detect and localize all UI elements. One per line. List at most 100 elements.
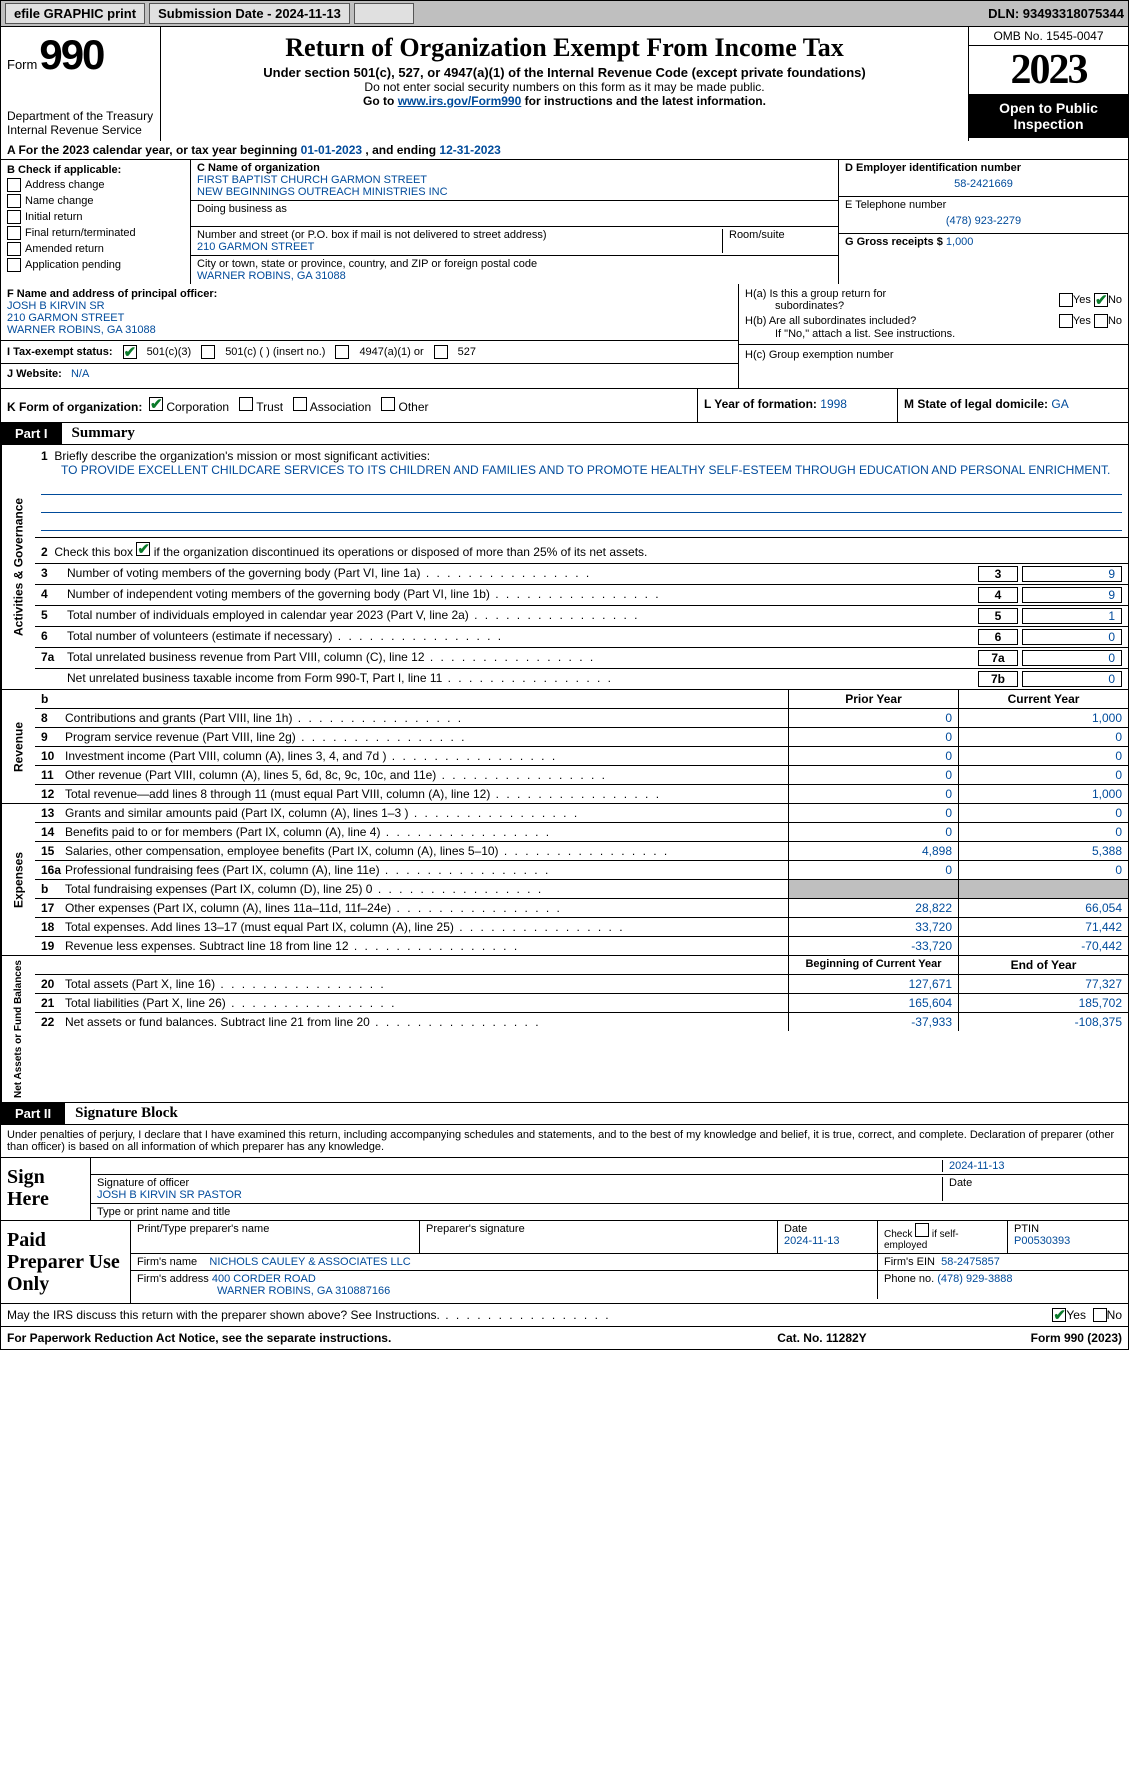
subtitle-2: Do not enter social security numbers on … (169, 80, 960, 94)
line-box: 7b (978, 671, 1018, 687)
name-label: C Name of organization (197, 162, 832, 174)
line-num: 15 (35, 842, 61, 860)
website-value: N/A (71, 368, 89, 380)
line-desc: Professional fundraising fees (Part IX, … (61, 861, 788, 879)
i-4947: 4947(a)(1) or (359, 346, 423, 358)
firm-addr-label: Firm's address (137, 1273, 209, 1285)
line-desc: Total liabilities (Part X, line 26) (61, 994, 788, 1012)
city: WARNER ROBINS, GA 31088 (197, 270, 832, 282)
summary-line: 6 Total number of volunteers (estimate i… (35, 627, 1128, 648)
current-value: 66,054 (958, 899, 1128, 917)
prior-value: 0 (788, 709, 958, 727)
line-box: 6 (978, 629, 1018, 645)
checkbox-501c3[interactable] (123, 345, 137, 359)
firm-ein: 58-2475857 (941, 1256, 1000, 1268)
data-row: 18 Total expenses. Add lines 13–17 (must… (35, 918, 1128, 937)
checkbox-initial-return[interactable] (7, 210, 21, 224)
firm-name-label: Firm's name (137, 1256, 197, 1268)
mission-line (41, 515, 1122, 531)
line-desc: Number of voting members of the governin… (67, 566, 976, 582)
subtitle-1: Under section 501(c), 527, or 4947(a)(1)… (169, 65, 960, 80)
checkbox-trust[interactable] (239, 397, 253, 411)
data-row: 15 Salaries, other compensation, employe… (35, 842, 1128, 861)
activities-section: Activities & Governance 1 Briefly descri… (0, 445, 1129, 690)
prep-phone: (478) 929-3888 (937, 1273, 1012, 1285)
no-label: No (1107, 1308, 1122, 1322)
sign-date: 2024-11-13 (942, 1160, 1122, 1172)
checkbox-amended[interactable] (7, 242, 21, 256)
f-label: F Name and address of principal officer: (7, 288, 217, 300)
blank-button[interactable] (354, 3, 414, 24)
data-row: 12 Total revenue—add lines 8 through 11 … (35, 785, 1128, 803)
line-desc: Net unrelated business taxable income fr… (67, 671, 976, 687)
checkbox-final-return[interactable] (7, 226, 21, 240)
efile-print-button[interactable]: efile GRAPHIC print (5, 3, 145, 24)
footer: For Paperwork Reduction Act Notice, see … (0, 1327, 1129, 1350)
checkbox-hb-no[interactable] (1094, 314, 1108, 328)
col-h: H(a) Is this a group return for subordin… (738, 284, 1128, 388)
line-desc: Salaries, other compensation, employee b… (61, 842, 788, 860)
room-label: Room/suite (722, 229, 832, 253)
checkbox-address-change[interactable] (7, 178, 21, 192)
checkbox-discuss-yes[interactable] (1052, 1308, 1066, 1322)
current-value: -108,375 (958, 1013, 1128, 1031)
i-501c: 501(c) ( ) (insert no.) (225, 346, 325, 358)
sig-officer-label: Signature of officer (97, 1177, 942, 1189)
yes-label: Yes (1073, 294, 1091, 306)
current-value: 5,388 (958, 842, 1128, 860)
i-label: I Tax-exempt status: (7, 346, 113, 358)
line-box: 4 (978, 587, 1018, 603)
data-row: 16a Professional fundraising fees (Part … (35, 861, 1128, 880)
checkbox-501c[interactable] (201, 345, 215, 359)
checkbox-4947[interactable] (335, 345, 349, 359)
state-domicile: GA (1051, 397, 1068, 411)
activities-vlabel: Activities & Governance (1, 445, 35, 689)
part2-title: Signature Block (65, 1105, 178, 1122)
line-box: 7a (978, 650, 1018, 666)
prior-year-head: Prior Year (788, 690, 958, 708)
sign-here-label: Sign Here (1, 1158, 91, 1220)
checkbox-ha-no[interactable] (1094, 293, 1108, 307)
footer-right: Form 990 (2023) (922, 1331, 1122, 1345)
part2-header: Part II Signature Block (0, 1103, 1129, 1125)
data-row: 14 Benefits paid to or for members (Part… (35, 823, 1128, 842)
current-value: 0 (958, 766, 1128, 784)
checkbox-other[interactable] (381, 397, 395, 411)
checkbox-self-employed[interactable] (915, 1223, 929, 1237)
inspection-label: Open to Public Inspection (969, 94, 1128, 138)
prep-name-label: Print/Type preparer's name (131, 1221, 420, 1254)
col-b-label: B Check if applicable: (7, 164, 184, 176)
col-c: C Name of organization FIRST BAPTIST CHU… (191, 160, 838, 284)
ha-sub: subordinates? (745, 300, 844, 312)
checkbox-hb-yes[interactable] (1059, 314, 1073, 328)
prior-value: 127,671 (788, 975, 958, 993)
checkbox-discontinued[interactable] (136, 542, 150, 556)
line-desc: Total number of individuals employed in … (67, 608, 976, 624)
no-label: No (1108, 294, 1122, 306)
checkbox-corp[interactable] (149, 397, 163, 411)
submission-date-button[interactable]: Submission Date - 2024-11-13 (149, 3, 350, 24)
current-value: 1,000 (958, 785, 1128, 803)
expenses-section: Expenses 13 Grants and similar amounts p… (0, 804, 1129, 956)
current-value: 0 (958, 728, 1128, 746)
k-trust: Trust (256, 400, 283, 414)
checkbox-discuss-no[interactable] (1093, 1308, 1107, 1322)
checkbox-assoc[interactable] (293, 397, 307, 411)
line-value: 0 (1022, 650, 1122, 666)
dln-label: DLN: 93493318075344 (988, 6, 1124, 21)
data-row: 8 Contributions and grants (Part VIII, l… (35, 709, 1128, 728)
data-row: 11 Other revenue (Part VIII, column (A),… (35, 766, 1128, 785)
gross-value: 1,000 (946, 236, 974, 248)
checkbox-527[interactable] (434, 345, 448, 359)
part1-header: Part I Summary (0, 423, 1129, 445)
checkbox-name-change[interactable] (7, 194, 21, 208)
irs-link[interactable]: www.irs.gov/Form990 (398, 94, 522, 108)
checkbox-ha-yes[interactable] (1059, 293, 1073, 307)
line-desc: Total number of volunteers (estimate if … (67, 629, 976, 645)
cb-label: Address change (25, 179, 105, 191)
k-label: K Form of organization: (7, 400, 142, 414)
name-title-label: Type or print name and title (91, 1204, 1128, 1220)
checkbox-pending[interactable] (7, 258, 21, 272)
line-desc: Benefits paid to or for members (Part IX… (61, 823, 788, 841)
current-value (958, 880, 1128, 898)
